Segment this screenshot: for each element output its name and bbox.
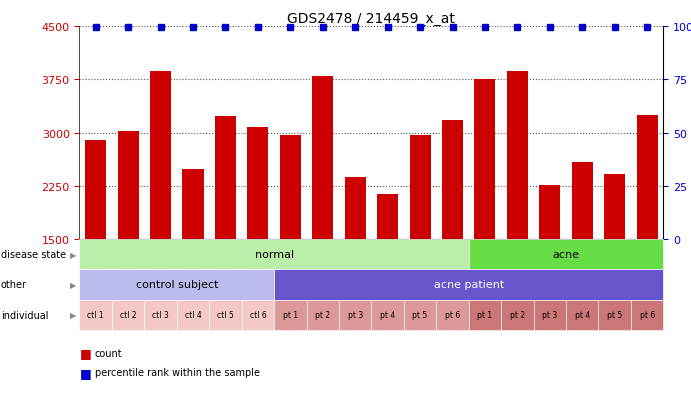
Text: acne: acne xyxy=(553,249,580,260)
Bar xyxy=(345,177,366,240)
Bar xyxy=(312,77,333,240)
Text: ▶: ▶ xyxy=(70,311,76,319)
Text: ctl 4: ctl 4 xyxy=(184,311,201,319)
Bar xyxy=(604,174,625,240)
Bar xyxy=(636,116,658,240)
Text: ctl 2: ctl 2 xyxy=(120,311,136,319)
Bar xyxy=(150,71,171,240)
Text: ctl 6: ctl 6 xyxy=(249,311,266,319)
Text: ctl 5: ctl 5 xyxy=(217,311,234,319)
Text: ■: ■ xyxy=(79,346,91,359)
Text: control subject: control subject xyxy=(135,280,218,290)
Text: pt 6: pt 6 xyxy=(639,311,655,319)
Text: ■: ■ xyxy=(79,366,91,379)
Text: pt 5: pt 5 xyxy=(607,311,623,319)
Bar xyxy=(410,136,430,240)
Text: pt 6: pt 6 xyxy=(445,311,460,319)
Text: percentile rank within the sample: percentile rank within the sample xyxy=(95,368,260,377)
Bar xyxy=(442,121,463,240)
Text: pt 4: pt 4 xyxy=(575,311,590,319)
Text: pt 1: pt 1 xyxy=(477,311,493,319)
Text: disease state: disease state xyxy=(1,249,66,260)
Text: other: other xyxy=(1,280,27,290)
Text: normal: normal xyxy=(254,249,294,260)
Title: GDS2478 / 214459_x_at: GDS2478 / 214459_x_at xyxy=(287,12,455,26)
Text: ctl 1: ctl 1 xyxy=(87,311,104,319)
Bar xyxy=(182,170,204,240)
Text: pt 5: pt 5 xyxy=(413,311,428,319)
Text: pt 4: pt 4 xyxy=(380,311,395,319)
Bar xyxy=(539,186,560,240)
Text: pt 1: pt 1 xyxy=(283,311,298,319)
Text: individual: individual xyxy=(1,310,48,320)
Text: pt 3: pt 3 xyxy=(542,311,558,319)
Bar xyxy=(247,128,268,240)
Bar xyxy=(377,195,398,240)
Bar xyxy=(85,140,106,240)
Bar xyxy=(571,163,593,240)
Text: ▶: ▶ xyxy=(70,250,76,259)
Bar xyxy=(117,132,139,240)
Text: pt 2: pt 2 xyxy=(510,311,525,319)
Bar xyxy=(475,79,495,240)
Text: count: count xyxy=(95,348,122,358)
Bar xyxy=(215,117,236,240)
Text: ctl 3: ctl 3 xyxy=(152,311,169,319)
Bar xyxy=(280,136,301,240)
Text: pt 2: pt 2 xyxy=(315,311,330,319)
Text: ▶: ▶ xyxy=(70,280,76,289)
Text: acne patient: acne patient xyxy=(434,280,504,290)
Text: pt 3: pt 3 xyxy=(348,311,363,319)
Bar xyxy=(507,71,528,240)
